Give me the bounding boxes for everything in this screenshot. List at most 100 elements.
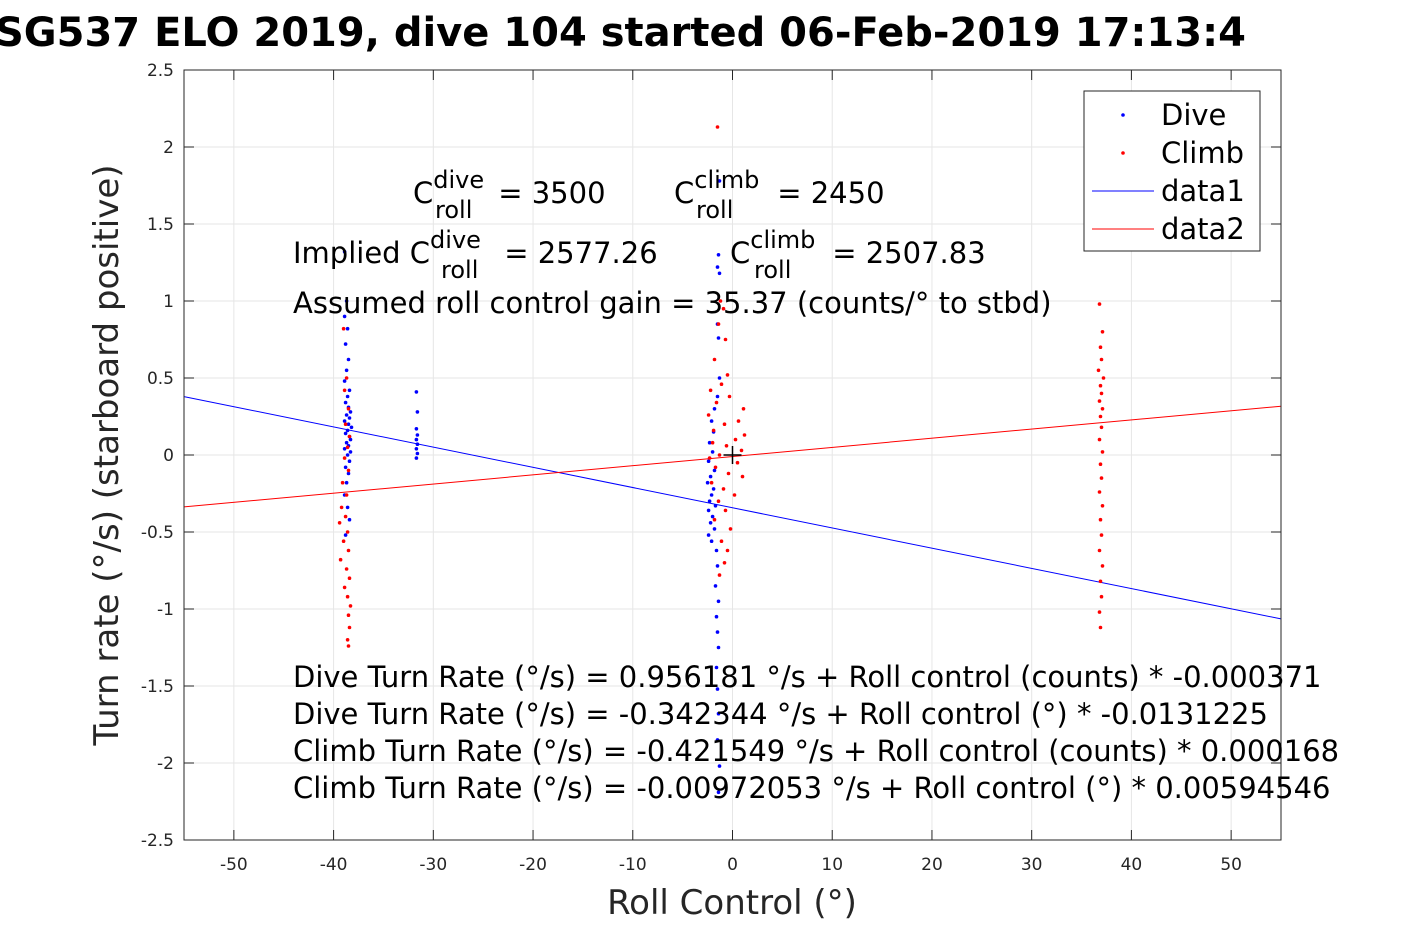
- y-tick-label: 0: [163, 446, 174, 466]
- climb-point: [345, 530, 350, 534]
- climb-point: [718, 299, 723, 303]
- chart-title: SG537 ELO 2019, dive 104 started 06-Feb-…: [0, 10, 1246, 56]
- climb-point: [338, 557, 343, 562]
- climb-point: [719, 382, 724, 387]
- climb-point: [347, 625, 352, 630]
- legend: Dive Climb data1 data2: [1083, 90, 1261, 252]
- climb-point: [345, 445, 350, 450]
- dive-point: [346, 357, 351, 362]
- climb-point: [1100, 407, 1105, 411]
- climb-point: [1098, 383, 1103, 388]
- climb-point: [346, 548, 351, 553]
- climb-point: [712, 357, 717, 362]
- dive-point: [709, 419, 714, 423]
- climb-point: [1100, 450, 1105, 454]
- climb-point: [1101, 376, 1106, 380]
- dive-point: [342, 249, 347, 254]
- climb-point: [725, 373, 730, 377]
- dive-point: [715, 265, 720, 269]
- climb-point: [1098, 414, 1103, 419]
- climb-point: [725, 548, 730, 553]
- center-marker: [723, 446, 742, 464]
- annot-gain: Assumed roll control gain = 35.37 (count…: [293, 286, 1052, 320]
- dive-point: [706, 459, 711, 464]
- climb-point: [726, 471, 731, 476]
- dive-point: [716, 336, 721, 340]
- dive-point: [705, 480, 710, 485]
- dive-point: [348, 450, 353, 454]
- dive-point: [342, 419, 347, 423]
- annot-implied-climb: Cclimb roll = 2507.83: [730, 226, 986, 284]
- y-tick-label: -2: [157, 754, 174, 774]
- dive-point: [715, 687, 720, 691]
- climb-point: [1098, 579, 1103, 584]
- climb-point: [346, 468, 351, 473]
- climb-point: [715, 125, 720, 129]
- climb-point: [724, 444, 729, 448]
- x-tick-label: 30: [1021, 855, 1043, 875]
- climb-point: [1098, 462, 1103, 467]
- climb-point: [716, 322, 721, 326]
- dive-point: [712, 468, 717, 473]
- climb-point: [337, 521, 342, 525]
- dive-point: [344, 480, 349, 485]
- dive-point: [414, 447, 419, 451]
- climb-point: [343, 422, 348, 427]
- legend-label-dive: Dive: [1161, 98, 1226, 132]
- x-axis-label: Roll Control (°): [607, 883, 857, 923]
- dive-point: [715, 564, 720, 568]
- x-tick-label: -20: [519, 855, 547, 875]
- fit-line-data1: [183, 396, 1282, 620]
- x-tick-label: 20: [921, 855, 943, 875]
- climb-point: [1097, 437, 1102, 442]
- climb-point: [713, 465, 718, 470]
- legend-marker-climb: [1121, 151, 1125, 155]
- climb-point: [1100, 564, 1105, 568]
- climb-point: [1097, 490, 1102, 494]
- dive-point: [343, 465, 348, 470]
- axis-ticks: -50 -40 -30 -20 -10 0 10 20 30 40 50-2.5-2-1.5-1-0…: [141, 61, 1281, 875]
- y-tick-label: 0.5: [147, 369, 174, 389]
- dive-point: [347, 388, 352, 393]
- annot-eq-climb-counts: Climb Turn Rate (°/s) = -0.421549 °/s + …: [293, 734, 1339, 768]
- climb-point: [707, 456, 712, 460]
- climb-point: [341, 539, 346, 543]
- dive-point: [710, 450, 715, 454]
- climb-point: [728, 527, 733, 531]
- y-axis-label: Turn rate (°/s) (starboard positive): [87, 164, 127, 746]
- dive-point: [344, 440, 349, 445]
- climb-point: [342, 585, 347, 590]
- climb-point: [1099, 594, 1104, 599]
- dive-point: [710, 514, 715, 519]
- dive-point: [345, 505, 350, 510]
- climb-point: [1100, 504, 1105, 508]
- dive-point: [342, 379, 347, 383]
- y-tick-label: -1: [157, 600, 174, 620]
- climb-point: [719, 539, 724, 543]
- y-tick-label: 2.5: [147, 61, 174, 81]
- y-tick-label: -2.5: [141, 831, 174, 851]
- climb-point: [1097, 610, 1102, 614]
- dive-point: [349, 425, 354, 430]
- x-tick-label: 10: [821, 855, 843, 875]
- dive-point: [708, 474, 713, 479]
- climb-point: [347, 576, 352, 580]
- dive-point: [714, 665, 719, 670]
- legend-box: [1083, 90, 1261, 252]
- dive-point: [707, 499, 712, 504]
- climb-point: [712, 517, 717, 522]
- dive-point: [709, 493, 714, 497]
- dive-point: [714, 548, 719, 553]
- climb-point: [742, 433, 747, 437]
- y-tick-label: -1.5: [141, 677, 174, 697]
- x-tick-label: -30: [419, 855, 447, 875]
- climb-point: [711, 428, 716, 433]
- climb-point: [732, 493, 737, 497]
- dive-point: [344, 413, 349, 417]
- climb-point: [340, 480, 345, 485]
- climb-point: [722, 561, 727, 565]
- legend-label-data1: data1: [1161, 174, 1245, 208]
- climb-point: [709, 480, 714, 485]
- dive-point: [706, 533, 711, 537]
- legend-label-climb: Climb: [1161, 136, 1244, 170]
